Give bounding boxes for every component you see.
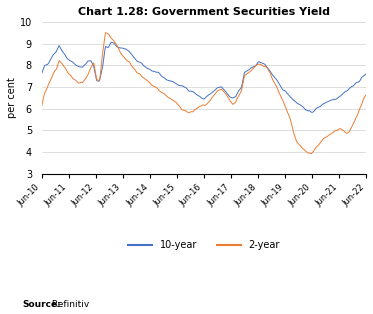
- 2-year: [341, 129, 346, 133]
- 10-year: [364, 72, 368, 76]
- Line: 2-year: 2-year: [42, 33, 366, 154]
- 10-year: [290, 97, 294, 100]
- 10-year: [110, 41, 114, 44]
- 2-year: [309, 152, 313, 155]
- Y-axis label: per cent: per cent: [7, 77, 17, 118]
- 2-year: [209, 97, 214, 100]
- 10-year: [341, 91, 346, 95]
- Text: Refinitiv: Refinitiv: [49, 300, 90, 309]
- 10-year: [310, 111, 314, 114]
- 10-year: [86, 59, 90, 63]
- 10-year: [123, 47, 128, 51]
- 10-year: [338, 95, 342, 99]
- 2-year: [40, 104, 44, 108]
- Title: Chart 1.28: Government Securities Yield: Chart 1.28: Government Securities Yield: [78, 7, 330, 17]
- Legend: 10-year, 2-year: 10-year, 2-year: [124, 236, 284, 254]
- 2-year: [103, 31, 108, 35]
- Line: 10-year: 10-year: [42, 42, 366, 112]
- 2-year: [290, 125, 294, 128]
- 2-year: [86, 72, 90, 76]
- 2-year: [364, 93, 368, 97]
- 10-year: [209, 91, 214, 95]
- Text: Source:: Source:: [22, 300, 61, 309]
- 10-year: [40, 72, 44, 75]
- 2-year: [338, 127, 342, 131]
- 2-year: [123, 57, 128, 61]
